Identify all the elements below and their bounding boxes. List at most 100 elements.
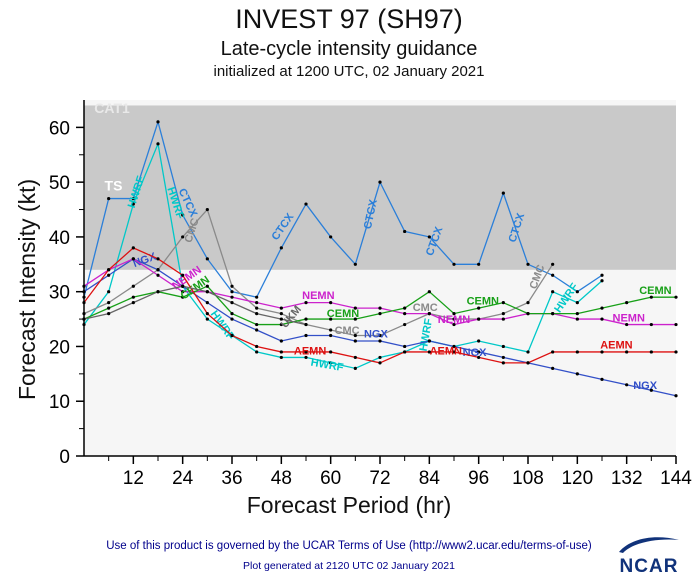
data-point — [279, 317, 283, 321]
data-point — [353, 317, 357, 321]
data-point — [107, 273, 111, 277]
data-point — [477, 262, 481, 266]
data-point — [181, 290, 185, 294]
data-point — [329, 317, 333, 321]
page-title: INVEST 97 (SH97) — [235, 4, 463, 34]
data-point — [378, 180, 382, 184]
data-point — [575, 350, 579, 354]
data-point — [181, 284, 185, 288]
data-point — [526, 361, 530, 365]
data-point — [107, 268, 111, 272]
data-point — [501, 361, 505, 365]
data-point — [674, 322, 678, 327]
data-point — [551, 366, 555, 370]
data-point — [526, 301, 530, 305]
y-tick-label: 20 — [49, 337, 70, 358]
series-label-ngx: NGX — [633, 380, 658, 392]
x-tick-label: 84 — [419, 468, 441, 486]
data-point — [205, 207, 209, 212]
series-aemn: AEMN AEMN AEMN — [82, 246, 678, 365]
series-label-aemn: AEMN — [430, 346, 462, 358]
data-point — [205, 257, 209, 261]
data-point — [501, 344, 505, 349]
data-point — [551, 312, 555, 316]
data-point — [304, 350, 308, 354]
series-label-nemn: NEMN — [613, 312, 645, 324]
data-point — [575, 301, 579, 305]
data-point — [674, 295, 678, 299]
series-label-nemn: NEMN — [438, 314, 470, 326]
data-point — [600, 279, 604, 283]
data-point — [526, 262, 530, 266]
data-point — [329, 333, 333, 338]
data-point — [501, 355, 505, 360]
data-point — [403, 322, 407, 327]
data-point — [279, 306, 283, 310]
data-point — [230, 301, 234, 305]
series-line-hwrf — [83, 141, 603, 370]
data-point — [230, 312, 234, 316]
data-point — [131, 246, 135, 250]
data-point — [156, 142, 160, 146]
data-point — [131, 301, 135, 305]
data-point — [477, 355, 481, 360]
data-point — [131, 257, 135, 261]
data-point — [255, 301, 259, 305]
data-point — [329, 301, 333, 305]
data-point — [230, 295, 234, 299]
ncar-logo: NCAR — [610, 534, 688, 577]
data-point — [649, 295, 653, 299]
data-point — [551, 273, 555, 277]
data-point — [131, 284, 135, 288]
data-point — [551, 290, 555, 294]
data-point — [378, 333, 382, 338]
data-point — [353, 333, 357, 338]
data-point — [353, 262, 357, 266]
data-point — [329, 235, 333, 239]
data-point — [378, 306, 382, 310]
data-point — [674, 350, 678, 354]
x-tick-label: 48 — [271, 468, 292, 486]
y-axis-label: Forecast Intensity (kt) — [14, 178, 40, 400]
data-point — [107, 301, 111, 305]
data-point — [551, 262, 555, 266]
y-tick-label: 10 — [49, 392, 70, 413]
series-label-hwrf: HWRF — [310, 357, 345, 375]
ncar-swoosh-icon — [619, 537, 679, 553]
saffir-simpson-band — [84, 105, 676, 270]
data-point — [477, 339, 481, 343]
data-point — [329, 328, 333, 332]
data-point — [427, 235, 431, 239]
data-point — [304, 301, 308, 305]
data-point — [107, 306, 111, 310]
region-label-ts: TS — [105, 177, 123, 193]
data-point — [674, 394, 678, 398]
data-point — [353, 355, 357, 360]
data-point — [131, 196, 135, 201]
data-point — [501, 317, 505, 321]
data-point — [181, 235, 185, 239]
series-label-cemn: CEMN — [327, 308, 359, 320]
data-point — [255, 295, 259, 299]
data-point — [279, 246, 283, 250]
data-point — [304, 333, 308, 338]
x-tick-label: 24 — [172, 468, 194, 486]
data-point — [156, 120, 160, 124]
generated-time-text: Plot generated at 2120 UTC 02 January 20… — [243, 560, 455, 572]
ncar-logo-text: NCAR — [619, 556, 679, 577]
x-tick-label: 60 — [320, 468, 341, 486]
data-point — [131, 202, 135, 206]
data-point — [205, 317, 209, 321]
data-point — [156, 273, 160, 277]
data-point — [575, 290, 579, 294]
data-point — [477, 306, 481, 310]
x-tick-label: 120 — [561, 468, 593, 486]
data-point — [501, 301, 505, 305]
data-point — [304, 322, 308, 327]
data-point — [600, 273, 604, 277]
page-subtitle: Late-cycle intensity guidance — [220, 38, 478, 60]
x-axis-label: Forecast Period (hr) — [246, 492, 452, 518]
data-point — [156, 268, 160, 272]
series-line-ctcx — [83, 119, 603, 298]
